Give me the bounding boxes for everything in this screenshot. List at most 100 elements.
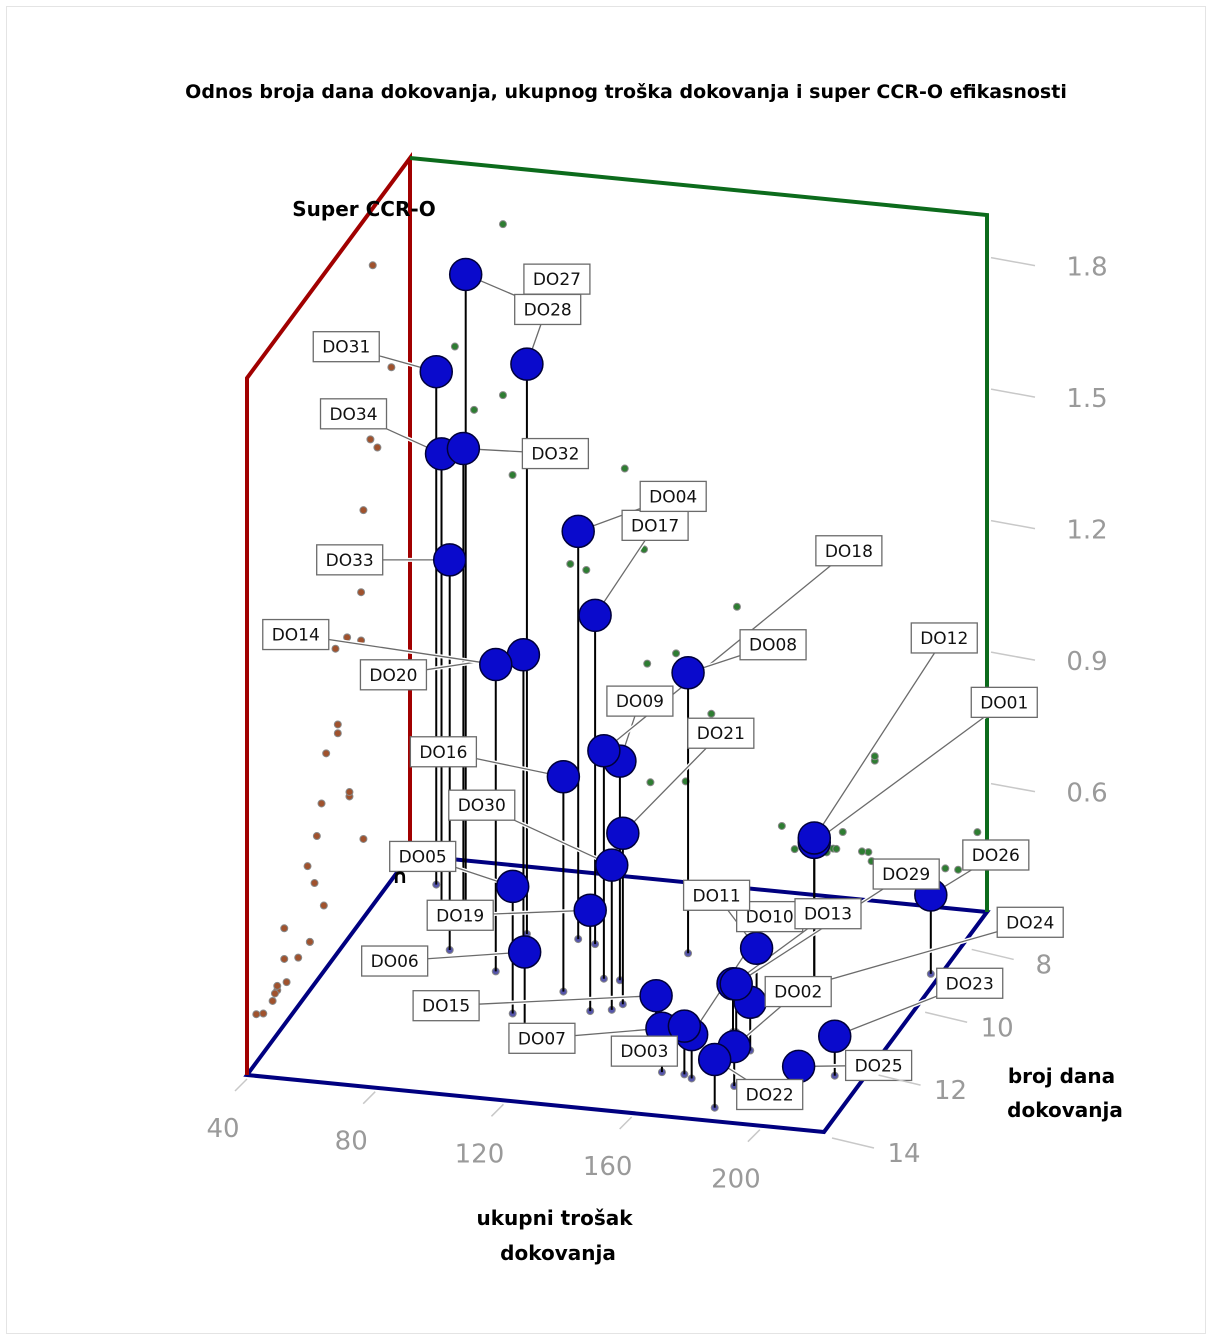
data-label-box xyxy=(962,839,1030,871)
data-label-box xyxy=(262,618,330,651)
left-wall-projection-dot xyxy=(359,834,368,843)
back-wall-projection-dot xyxy=(832,844,841,853)
data-label: DO28 xyxy=(524,300,572,320)
x-tick-mark xyxy=(362,1091,376,1105)
chart-title: Odnos broja dana dokovanja, ukupnog troš… xyxy=(185,81,1067,103)
z-axis-title: Super CCR-O xyxy=(292,197,435,221)
data-point xyxy=(578,598,612,633)
left-wall-projection-dot xyxy=(294,953,303,962)
data-point xyxy=(510,347,544,381)
data-point xyxy=(817,1019,852,1054)
data-label: DO20 xyxy=(369,666,417,686)
data-label: DO05 xyxy=(399,847,447,867)
data-label-box xyxy=(794,898,862,930)
back-wall-projection-dot xyxy=(954,865,963,874)
data-label: DO18 xyxy=(825,542,873,562)
left-wall-projection-dot xyxy=(366,435,375,444)
data-label: DO26 xyxy=(972,846,1020,866)
data-point xyxy=(587,734,621,768)
left-wall-projection-dot xyxy=(312,832,321,841)
data-label: DO13 xyxy=(804,905,852,925)
data-label: DO23 xyxy=(946,974,994,994)
back-wall-projection-dot xyxy=(732,602,741,611)
data-label-box xyxy=(389,840,457,873)
data-label: DO27 xyxy=(533,270,581,290)
axis-ticks: 40 80 120 160 200 8 10 12 14 1.8 1.5 1.2 0.9 0.6 xyxy=(206,253,1107,1195)
back-wall-projection-dot xyxy=(790,845,799,854)
data-label-box xyxy=(687,717,755,749)
left-wall-projection-dot xyxy=(333,729,342,738)
z-tick-mark xyxy=(990,388,1036,398)
data-label: DO31 xyxy=(322,338,370,358)
data-label-box xyxy=(910,622,978,654)
z-tick-label: 0.9 xyxy=(1066,647,1107,677)
back-wall-projection-dot xyxy=(707,709,716,718)
data-point xyxy=(573,893,607,928)
back-wall-projection-dot xyxy=(870,752,879,761)
x-tick-label: 120 xyxy=(455,1139,505,1169)
back-wall-projection-dot xyxy=(582,565,591,574)
data-label: DO09 xyxy=(616,692,664,712)
left-wall-projection-dot xyxy=(305,937,314,946)
data-label: DO12 xyxy=(920,629,968,649)
back-wall-projection-dot xyxy=(566,559,575,568)
data-label: DO25 xyxy=(855,1056,903,1076)
data-point xyxy=(667,1009,702,1043)
back-wall-projection-dot xyxy=(864,848,873,857)
data-label: DO33 xyxy=(326,551,374,571)
data-point xyxy=(432,543,467,577)
data-point xyxy=(495,869,530,904)
data-label: DO34 xyxy=(329,405,377,425)
data-point xyxy=(639,978,673,1013)
left-wall-projection-dot xyxy=(310,879,319,888)
back-wall-projection-dot xyxy=(498,391,507,400)
z-tick-label: 0.6 xyxy=(1066,779,1107,809)
left-wall-projection-dot xyxy=(270,989,279,998)
data-label-box xyxy=(682,879,751,911)
data-label-box xyxy=(764,975,832,1008)
data-label-box xyxy=(815,535,883,567)
y-tick-label: 10 xyxy=(981,1013,1014,1043)
left-wall-projection-dot xyxy=(359,506,368,515)
back-wall-projection-dot xyxy=(498,220,507,229)
data-label: DO32 xyxy=(531,445,579,465)
y-tick-label: 14 xyxy=(887,1139,920,1169)
data-label: DO15 xyxy=(422,997,470,1017)
left-wall-projection-dot xyxy=(322,749,331,758)
data-point xyxy=(671,655,705,690)
x-tick-mark xyxy=(619,1116,633,1130)
left-wall-projection-dot xyxy=(280,954,289,963)
left-wall-projection-dot xyxy=(273,981,282,990)
data-label-box xyxy=(409,736,478,768)
left-wall-projection-dot xyxy=(282,978,291,987)
data-label-box xyxy=(508,1022,576,1054)
left-wall-projection-dot xyxy=(317,799,326,808)
data-label-box xyxy=(621,509,689,541)
data-label-box xyxy=(448,789,516,821)
data-label: DO01 xyxy=(980,693,1028,713)
data-label-box xyxy=(361,945,429,977)
data-points xyxy=(419,257,948,1084)
left-wall-projection-dot xyxy=(252,1010,261,1019)
back-wall-projection-dot xyxy=(620,464,629,473)
data-label: DO22 xyxy=(746,1085,794,1105)
x-tick-mark xyxy=(747,1129,761,1143)
data-label: DO08 xyxy=(749,636,797,656)
data-point xyxy=(781,1049,816,1084)
data-label-box xyxy=(514,293,582,326)
data-label-box xyxy=(872,858,940,890)
data-point xyxy=(719,967,753,1001)
x-tick-label: 200 xyxy=(711,1165,761,1195)
left-wall-projection-dot xyxy=(319,901,328,910)
axes-frame xyxy=(243,151,991,1135)
y-tick-mark xyxy=(924,1011,968,1024)
data-label: DO21 xyxy=(697,724,745,744)
data-point xyxy=(419,354,453,389)
back-wall-projection-dot xyxy=(450,342,459,351)
back-wall-projection-dot xyxy=(508,470,517,479)
left-wall-projection-dot xyxy=(268,996,277,1005)
data-labels: DO02 DO23 DO25 DO07 DO10 DO03 DO13 DO22 DO24 DO29… xyxy=(262,263,1064,1111)
left-wall-projection-dot xyxy=(357,588,366,597)
z-tick-mark xyxy=(990,519,1036,530)
